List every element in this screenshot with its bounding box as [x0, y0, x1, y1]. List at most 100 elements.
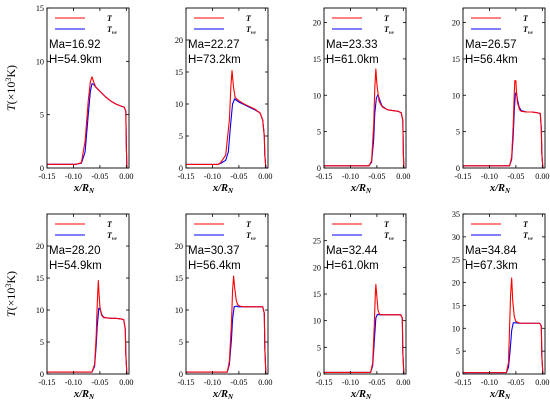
panel-7: -0.15 -0.10 -0.05 0.00 0 5 10 15 20 25 T Tve Ma=32.4…: [313, 213, 411, 387]
y-tick-label: 20: [175, 36, 183, 45]
y-axis-label-row-1: T(×103K): [4, 65, 18, 111]
series-line-t: [186, 275, 267, 374]
y-tick-label: 0: [40, 164, 44, 173]
y-tick-label: 10: [452, 91, 460, 100]
y-axis-label-row-2: T(×103K): [4, 271, 18, 317]
y-tick-label: 30: [452, 233, 460, 242]
series-line-t: [324, 283, 405, 374]
legend-label-tve: Tve: [384, 25, 394, 36]
plot-frame: [462, 7, 546, 169]
legend: T Tve: [332, 14, 394, 36]
panel-6: -0.15 -0.10 -0.05 0.00 0 5 10 15 20 T Tve Ma=30.37 H…: [175, 213, 273, 387]
y-tick-label: 10: [175, 306, 183, 315]
x-axis-label: x/RN: [350, 389, 372, 401]
mach-annotation: Ma=28.20: [49, 245, 100, 257]
x-tick-label: -0.10: [342, 378, 359, 387]
legend-label-t: T: [384, 220, 390, 229]
y-axis-label-close: K): [4, 271, 18, 284]
legend-label-t: T: [246, 220, 252, 229]
series-group: [47, 280, 128, 374]
altitude-annotation: H=61.0km: [326, 260, 379, 272]
y-tick-label: 15: [36, 4, 44, 13]
altitude-annotation: H=56.4km: [188, 260, 241, 272]
series-group: [324, 68, 405, 168]
x-tick-label: -0.15: [177, 172, 194, 181]
x-axis-label: x/RN: [489, 183, 511, 195]
plot-frame: [462, 213, 546, 375]
series-line-t: [47, 280, 128, 374]
y-tick-label: 20: [36, 242, 44, 251]
legend-label-t: T: [107, 220, 113, 229]
y-tick-label: 10: [313, 317, 321, 326]
y-tick-label: 10: [36, 306, 44, 315]
y-tick-label: 15: [313, 55, 321, 64]
x-tick-label: -0.10: [65, 172, 82, 181]
y-axis-label-open: (×10: [4, 288, 18, 311]
x-axis-label-sub: N: [504, 187, 511, 195]
y-tick-label: 10: [36, 57, 44, 66]
series-line-t: [324, 68, 405, 168]
x-axis-label-sub: N: [227, 187, 234, 195]
y-tick-label: 10: [175, 100, 183, 109]
altitude-annotation: H=61.0km: [326, 54, 379, 66]
y-tick-label: 20: [175, 242, 183, 251]
series-group: [463, 277, 544, 374]
series-group: [186, 70, 267, 168]
x-tick-label: 0.00: [119, 172, 133, 181]
x-tick-label: 0.00: [258, 378, 272, 387]
x-axis-label: x/RN: [212, 183, 234, 195]
x-tick-label: -0.15: [38, 378, 55, 387]
legend-label-tve: Tve: [107, 25, 117, 36]
legend-label-tve-sub: ve: [251, 30, 256, 36]
x-axis-label-sub: N: [365, 393, 372, 401]
legend: T Tve: [55, 220, 117, 242]
y-axis-labels: T(×103K)T(×103K): [4, 65, 18, 317]
x-axis-label-sub: N: [88, 187, 95, 195]
x-tick-label: -0.15: [38, 172, 55, 181]
y-tick-label: 5: [317, 343, 321, 352]
y-tick-label: 20: [313, 263, 321, 272]
series-line-tve: [47, 83, 128, 168]
y-tick-label: 0: [40, 370, 44, 379]
x-tick-label: 0.00: [535, 172, 549, 181]
x-tick-label: -0.05: [507, 378, 524, 387]
mach-annotation: Ma=23.33: [326, 39, 377, 51]
y-axis-label-close: K): [4, 65, 18, 78]
y-tick-label: 5: [40, 338, 44, 347]
x-axis-label: x/RN: [73, 389, 95, 401]
series-line-t: [47, 76, 128, 168]
y-axis-label-symbol: T: [4, 309, 18, 317]
legend-label-tve: Tve: [107, 231, 117, 242]
legend-label-tve-sub: ve: [251, 236, 256, 242]
x-axis-label-sub: N: [88, 393, 95, 401]
x-tick-label: -0.05: [230, 378, 247, 387]
x-tick-label: -0.10: [204, 172, 221, 181]
x-axis-label-sub: N: [504, 393, 511, 401]
x-tick-label: -0.05: [507, 172, 524, 181]
x-tick-label: 0.00: [258, 172, 272, 181]
y-axis-label-open: (×10: [4, 82, 18, 105]
y-tick-label: 35: [452, 210, 460, 219]
mach-annotation: Ma=34.84: [465, 245, 517, 257]
mach-annotation: Ma=26.57: [465, 39, 516, 51]
x-tick-label: -0.10: [65, 378, 82, 387]
x-tick-label: -0.10: [204, 378, 221, 387]
plot-frame: [323, 7, 407, 169]
series-group: [324, 283, 405, 374]
y-tick-label: 25: [313, 237, 321, 246]
plot-frame: [185, 213, 269, 375]
legend-label-tve: Tve: [523, 25, 533, 36]
legend-label-tve-sub: ve: [528, 30, 533, 36]
y-axis-label-sup: 3: [4, 78, 13, 82]
legend-label-t: T: [384, 14, 390, 23]
panel-2: -0.15 -0.10 -0.05 0.00 0 5 10 15 20 T Tve Ma=22.27 H…: [175, 7, 273, 181]
y-tick-label: 0: [456, 164, 460, 173]
y-tick-label: 25: [452, 256, 460, 265]
series-line-t: [186, 70, 267, 168]
x-tick-label: -0.15: [177, 378, 194, 387]
y-tick-label: 10: [313, 91, 321, 100]
x-tick-label: 0.00: [396, 378, 410, 387]
y-axis-label-sup: 3: [4, 284, 13, 288]
x-axis-label-sub: N: [365, 187, 372, 195]
